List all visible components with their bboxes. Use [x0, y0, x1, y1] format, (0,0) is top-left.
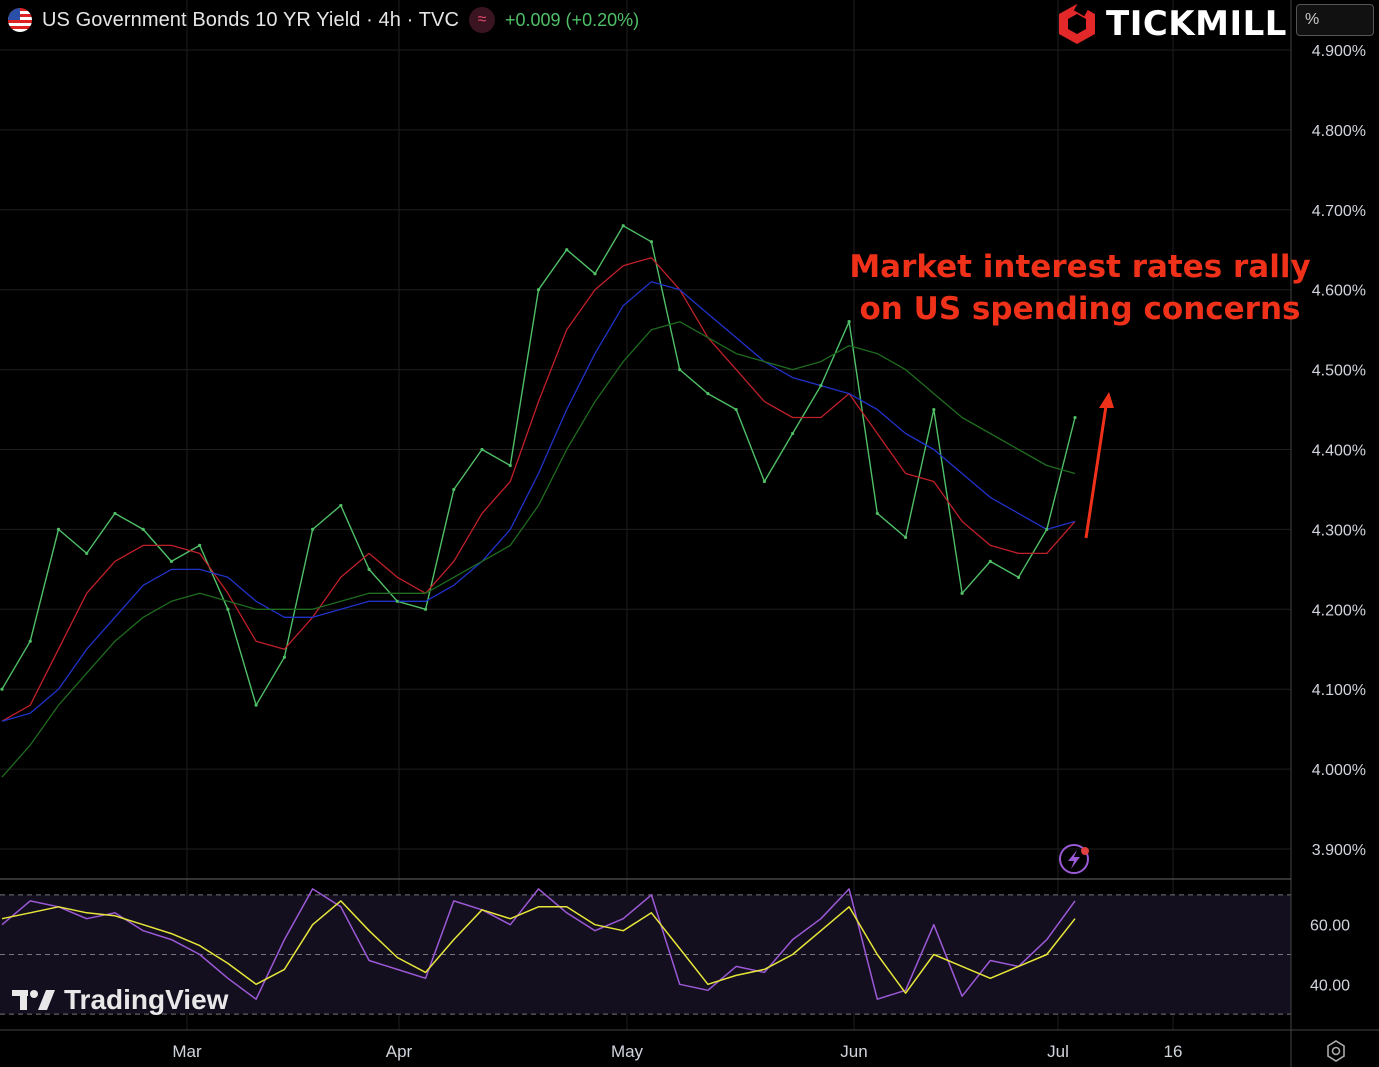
price-point	[649, 240, 654, 244]
brand-logo: TICKMILL	[1056, 2, 1287, 46]
x-tick-label: 16	[1164, 1042, 1183, 1061]
price-point	[423, 607, 428, 611]
ma-green-line	[1, 321, 1076, 778]
settings-gear-icon[interactable]	[1324, 1039, 1348, 1063]
unit-selector[interactable]: %	[1296, 4, 1374, 36]
price-point	[621, 224, 625, 228]
price-point	[0, 687, 4, 691]
approx-icon[interactable]: ≈	[469, 7, 495, 33]
annotation-line-2: on US spending concerns	[859, 291, 1301, 327]
price-point	[875, 511, 879, 516]
y-tick-label: 4.100%	[1312, 682, 1366, 699]
annotation-arrow	[1084, 392, 1114, 539]
price-point	[819, 383, 823, 388]
x-tick-label: Jul	[1047, 1042, 1069, 1061]
price-point	[734, 407, 738, 412]
tradingview-name: TradingView	[64, 984, 229, 1015]
price-point	[56, 527, 61, 532]
ma-red-line	[1, 257, 1076, 722]
tradingview-watermark: TradingView	[12, 984, 228, 1016]
y-tick-label: 4.700%	[1312, 203, 1366, 220]
rsi-line	[1, 888, 1076, 1000]
tradingview-logo-icon	[12, 990, 55, 1010]
price-point	[960, 591, 964, 595]
price-point	[847, 320, 851, 324]
x-tick-label: May	[611, 1042, 644, 1061]
price-point	[678, 368, 682, 372]
rsi-signal-line	[1, 900, 1076, 994]
price-point	[791, 431, 795, 436]
price-point	[565, 248, 569, 252]
price-point	[311, 527, 315, 532]
y-tick-label: 4.200%	[1312, 602, 1366, 619]
y-tick-label: 4.300%	[1312, 522, 1366, 539]
symbol-header: US Government Bonds 10 YR Yield · 4h · T…	[8, 6, 639, 34]
price-point	[169, 559, 174, 563]
price-point	[1073, 415, 1077, 420]
us-flag-icon	[8, 8, 32, 32]
price-point	[762, 479, 766, 484]
price-point	[395, 599, 399, 603]
price-point	[28, 639, 32, 643]
price-point	[508, 463, 512, 468]
y-tick-label: 4.800%	[1312, 123, 1366, 140]
chart-annotation: Market interest rates rally on US spendi…	[820, 246, 1340, 330]
price-point	[1045, 527, 1049, 532]
y-tick-label: 3.900%	[1312, 842, 1366, 859]
price-point	[113, 511, 117, 516]
brand-name: TICKMILL	[1106, 4, 1287, 44]
price-point	[536, 288, 541, 292]
price-point	[593, 272, 597, 276]
price-point	[282, 655, 286, 659]
rsi-tick-label: 40.00	[1310, 977, 1350, 994]
x-tick-label: Apr	[386, 1042, 413, 1061]
price-point	[339, 503, 343, 508]
price-point	[85, 551, 89, 555]
x-tick-label: Jun	[840, 1042, 867, 1061]
price-point	[1016, 575, 1021, 579]
price-point	[480, 447, 484, 452]
alert-lightning-icon[interactable]	[1059, 844, 1089, 874]
ma-blue-line	[1, 281, 1076, 722]
tickmill-logo-icon	[1059, 2, 1095, 44]
annotation-line-1: Market interest rates rally	[849, 249, 1311, 285]
rsi-tick-label: 60.00	[1310, 918, 1350, 935]
x-tick-label: Mar	[172, 1042, 202, 1061]
price-point	[706, 391, 710, 396]
y-tick-label: 4.000%	[1312, 762, 1366, 779]
y-tick-label: 4.600%	[1312, 283, 1366, 300]
price-point	[254, 703, 258, 707]
price-point	[903, 535, 908, 539]
y-tick-label: 4.400%	[1312, 443, 1366, 460]
price-point	[367, 567, 371, 571]
price-point	[141, 527, 145, 532]
price-change: +0.009 (+0.20%)	[505, 9, 640, 30]
price-point	[932, 407, 936, 412]
price-point	[988, 559, 992, 563]
y-tick-label: 4.500%	[1312, 363, 1366, 380]
price-point	[226, 607, 230, 611]
price-point	[452, 487, 456, 492]
price-point	[198, 543, 202, 547]
y-tick-label: 4.900%	[1312, 43, 1366, 60]
symbol-title[interactable]: US Government Bonds 10 YR Yield · 4h · T…	[42, 8, 459, 31]
